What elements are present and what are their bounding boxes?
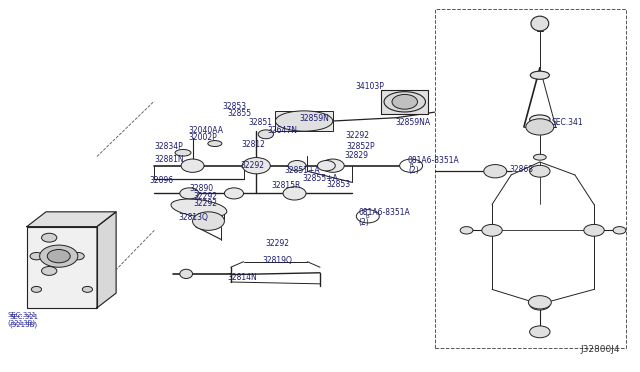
Circle shape bbox=[482, 224, 502, 236]
Ellipse shape bbox=[530, 115, 550, 124]
Text: B: B bbox=[366, 214, 370, 219]
Circle shape bbox=[288, 161, 306, 171]
Ellipse shape bbox=[208, 141, 222, 147]
Text: 32292: 32292 bbox=[241, 161, 264, 170]
Text: 32292: 32292 bbox=[194, 199, 218, 208]
Circle shape bbox=[30, 253, 43, 260]
Text: 32868: 32868 bbox=[510, 165, 534, 174]
Text: 34103P: 34103P bbox=[355, 82, 384, 91]
Circle shape bbox=[283, 187, 306, 200]
Circle shape bbox=[258, 130, 273, 139]
Text: 081A6-8351A
(2): 081A6-8351A (2) bbox=[358, 208, 410, 227]
Bar bbox=[27, 227, 97, 308]
Text: B: B bbox=[410, 163, 413, 168]
Circle shape bbox=[584, 224, 604, 236]
Circle shape bbox=[42, 266, 57, 275]
Text: 32851: 32851 bbox=[248, 118, 273, 127]
Text: 32040AA: 32040AA bbox=[188, 126, 223, 135]
Circle shape bbox=[392, 94, 417, 109]
Text: 32812: 32812 bbox=[241, 140, 265, 149]
Circle shape bbox=[526, 119, 554, 135]
Polygon shape bbox=[97, 212, 116, 308]
Bar bbox=[275, 111, 333, 131]
Text: 32002P: 32002P bbox=[188, 133, 217, 142]
Bar bbox=[381, 90, 428, 114]
Circle shape bbox=[40, 245, 78, 267]
Circle shape bbox=[356, 210, 380, 223]
Circle shape bbox=[399, 159, 422, 172]
Circle shape bbox=[243, 158, 270, 174]
Text: 32859NA: 32859NA bbox=[395, 118, 430, 127]
Ellipse shape bbox=[531, 71, 549, 79]
Text: 32855+A: 32855+A bbox=[302, 174, 338, 183]
Circle shape bbox=[613, 227, 626, 234]
Text: SEC.321
(3213B): SEC.321 (3213B) bbox=[9, 314, 38, 327]
Ellipse shape bbox=[171, 199, 227, 217]
Text: 32292: 32292 bbox=[266, 239, 290, 248]
Text: 32813Q: 32813Q bbox=[179, 213, 209, 222]
Circle shape bbox=[193, 212, 225, 230]
Ellipse shape bbox=[531, 16, 548, 31]
Ellipse shape bbox=[275, 111, 333, 131]
Text: 32890: 32890 bbox=[189, 184, 214, 193]
Circle shape bbox=[181, 159, 204, 172]
Ellipse shape bbox=[180, 269, 193, 279]
Text: 32834P: 32834P bbox=[154, 142, 183, 151]
Circle shape bbox=[42, 233, 57, 242]
Text: 32814N: 32814N bbox=[228, 273, 257, 282]
Circle shape bbox=[460, 227, 473, 234]
Circle shape bbox=[47, 250, 70, 263]
Text: 32853: 32853 bbox=[223, 102, 246, 111]
Circle shape bbox=[225, 188, 244, 199]
Polygon shape bbox=[27, 212, 116, 227]
Text: 32855: 32855 bbox=[228, 109, 252, 118]
Text: 32881N: 32881N bbox=[154, 155, 184, 164]
Text: 32852P: 32852P bbox=[347, 142, 376, 151]
Circle shape bbox=[529, 296, 551, 309]
Text: 32829: 32829 bbox=[344, 151, 368, 160]
Text: SEC.321
(3213B): SEC.321 (3213B) bbox=[8, 312, 37, 326]
Text: 32853: 32853 bbox=[326, 180, 351, 189]
Text: 32819Q: 32819Q bbox=[262, 256, 292, 266]
Text: 32815R: 32815R bbox=[271, 182, 301, 190]
Text: 081A6-8351A
(2): 081A6-8351A (2) bbox=[408, 155, 460, 175]
Text: 32292: 32292 bbox=[346, 131, 369, 140]
Circle shape bbox=[530, 326, 550, 338]
Circle shape bbox=[317, 161, 335, 171]
Text: 32851+A: 32851+A bbox=[284, 166, 320, 175]
Circle shape bbox=[72, 253, 84, 260]
Ellipse shape bbox=[534, 154, 546, 160]
Circle shape bbox=[530, 165, 550, 177]
Ellipse shape bbox=[175, 150, 191, 156]
Text: 32292: 32292 bbox=[194, 192, 218, 201]
Text: 32859N: 32859N bbox=[300, 113, 330, 122]
Circle shape bbox=[530, 298, 550, 310]
Circle shape bbox=[180, 188, 199, 199]
Text: 32896: 32896 bbox=[149, 176, 173, 185]
Circle shape bbox=[83, 286, 93, 292]
Text: J32800J4: J32800J4 bbox=[580, 345, 620, 354]
Ellipse shape bbox=[384, 92, 426, 112]
Circle shape bbox=[31, 286, 42, 292]
Circle shape bbox=[484, 164, 507, 178]
Text: SEC.341: SEC.341 bbox=[552, 118, 584, 127]
Text: 32647N: 32647N bbox=[268, 126, 298, 135]
Circle shape bbox=[321, 159, 344, 172]
